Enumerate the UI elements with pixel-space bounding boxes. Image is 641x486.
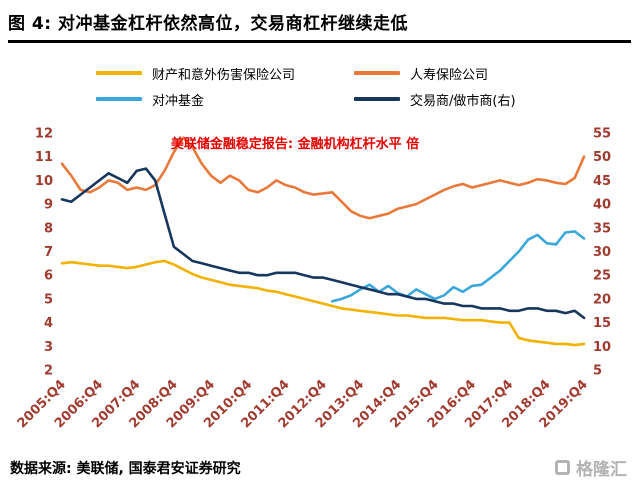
svg-text:8: 8	[44, 221, 53, 236]
gelonghui-logo: 格隆汇	[555, 455, 627, 480]
svg-text:11: 11	[35, 150, 53, 165]
svg-text:10: 10	[593, 340, 611, 355]
svg-text:9: 9	[44, 198, 53, 213]
data-source-note: 数据来源: 美联储, 国泰君安证券研究	[10, 460, 241, 477]
gelonghui-logo-text: 格隆汇	[576, 460, 627, 480]
svg-text:45: 45	[593, 174, 611, 189]
legend-item-hedge-fund: 对冲基金	[96, 91, 354, 109]
legend-item-pc-insurer: 财产和意外伤害保险公司	[96, 65, 354, 83]
svg-text:50: 50	[593, 150, 611, 165]
figure-title: 图 4: 对冲基金杠杆依然高位，交易商杠杆继续走低	[8, 14, 408, 34]
svg-text:55: 55	[593, 127, 611, 142]
legend-item-life-insurer: 人寿保险公司	[354, 65, 641, 83]
svg-text:30: 30	[593, 245, 611, 260]
footer-bar: 数据来源: 美联储, 国泰君安证券研究 格隆汇	[0, 455, 641, 480]
svg-text:10: 10	[35, 174, 53, 189]
chart-legend: 财产和意外伤害保险公司 人寿保险公司 对冲基金 交易商/做市商(右)	[0, 43, 641, 109]
svg-text:25: 25	[593, 269, 611, 284]
svg-text:5: 5	[44, 292, 53, 307]
legend-item-dealer: 交易商/做市商(右)	[354, 91, 641, 109]
legend-label-life-insurer: 人寿保险公司	[410, 67, 489, 83]
legend-label-dealer: 交易商/做市商(右)	[410, 93, 516, 109]
legend-swatch-life-insurer	[354, 71, 400, 75]
gelonghui-logo-icon	[555, 460, 570, 475]
leverage-chart-svg: 234567891011125101520253035404550552005:…	[15, 127, 611, 432]
svg-text:15: 15	[593, 316, 611, 331]
chart-area: 美联储金融稳定报告: 金融机构杠杆水平 倍 2 3 4 5 6 7 8 9 10 11 12 5 10 1…	[0, 109, 641, 439]
chart-header: 图 4: 对冲基金杠杆依然高位，交易商杠杆继续走低	[0, 0, 641, 43]
title-underline	[8, 40, 631, 43]
svg-text:4: 4	[44, 316, 53, 331]
svg-text:5: 5	[593, 364, 602, 379]
legend-swatch-pc-insurer	[96, 71, 142, 75]
legend-swatch-dealer	[354, 97, 400, 101]
svg-text:7: 7	[44, 245, 53, 260]
svg-text:40: 40	[593, 198, 611, 213]
svg-text:2: 2	[44, 364, 53, 379]
legend-label-pc-insurer: 财产和意外伤害保险公司	[152, 67, 296, 83]
svg-text:12: 12	[35, 127, 53, 142]
svg-text:3: 3	[44, 340, 53, 355]
svg-text:35: 35	[593, 221, 611, 236]
legend-swatch-hedge-fund	[96, 97, 142, 101]
legend-label-hedge-fund: 对冲基金	[152, 93, 205, 109]
svg-text:20: 20	[593, 292, 611, 307]
svg-text:6: 6	[44, 269, 53, 284]
